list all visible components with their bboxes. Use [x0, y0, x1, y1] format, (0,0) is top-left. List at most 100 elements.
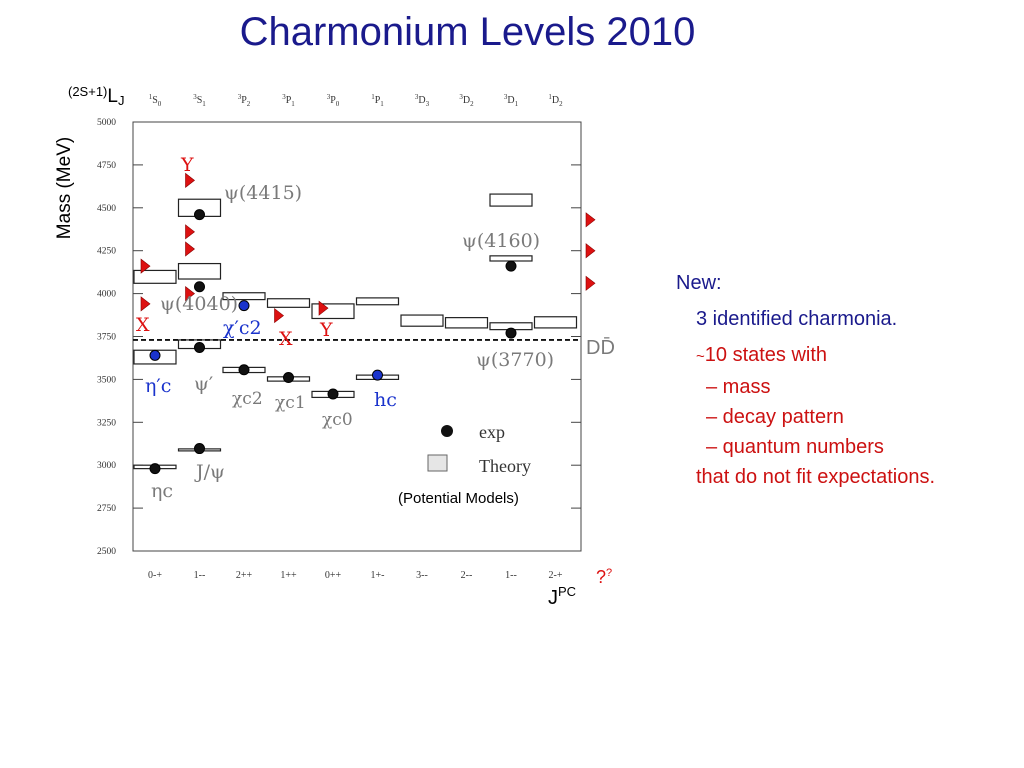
column-jpc-label: 2--: [461, 570, 473, 581]
state-label: ψ(4160): [462, 230, 540, 252]
column-jpc-label: 1+-: [371, 570, 385, 581]
legend-exp-marker: [441, 425, 453, 437]
notes-conclusion: that do not fit expectations.: [696, 466, 936, 488]
notes-item-decay: – decay pattern: [706, 406, 844, 428]
dd-threshold-label: DD̄: [586, 336, 615, 359]
state-label: η′c: [145, 375, 171, 397]
column-header: 3D3: [415, 93, 430, 108]
x-axis-label-main: J: [548, 587, 558, 609]
column-jpc-label: 0++: [325, 570, 342, 581]
exotic-state-marker: [140, 258, 151, 274]
legend-note: (Potential Models): [398, 490, 519, 507]
column-jpc-label: 3--: [416, 570, 428, 581]
column-header-part: 3: [282, 93, 286, 101]
column-header-part: 1: [149, 93, 153, 101]
top-axis-label-main: L: [107, 86, 118, 107]
notes-identified: 3 identified charmonia.: [696, 308, 898, 330]
column-header: 3D1: [504, 93, 519, 108]
exp-point: [505, 327, 517, 339]
column-header-part: 1: [202, 100, 206, 108]
exp-point: [194, 209, 205, 221]
y-tick-label: 4500: [97, 204, 116, 214]
y-tick-label: 3250: [97, 418, 116, 428]
state-label: X: [279, 328, 293, 350]
column-header-part: 2: [247, 100, 251, 108]
state-label: hc: [374, 389, 397, 411]
exotic-state-marker: [585, 243, 596, 259]
exp-point: [149, 463, 161, 475]
x-axis-label-sup: PC: [558, 584, 576, 599]
state-label: χc0: [322, 410, 353, 430]
state-label: X: [136, 314, 150, 336]
state-label: ψ′: [194, 373, 213, 395]
column-jpc-label: 2++: [236, 570, 253, 581]
top-axis-label-prefix: (2S+1): [68, 84, 107, 99]
column-header-part: 3: [415, 93, 419, 101]
x-axis-label: JPC: [548, 584, 576, 609]
theory-box: [533, 316, 578, 329]
exp-point: [505, 260, 517, 272]
column-header: 3D2: [459, 93, 474, 108]
y-tick-label: 2750: [97, 504, 116, 514]
notes-states-prefix: ~: [696, 348, 705, 365]
top-axis-label-sub: J: [118, 93, 125, 108]
column-jpc-label: 0-+: [148, 570, 162, 581]
column-header-part: 1: [515, 100, 519, 108]
y-tick-label: 5000: [97, 118, 116, 128]
state-label: χc2: [232, 389, 263, 409]
column-header: 3S1: [193, 93, 206, 108]
column-jpc-label: 2-+: [549, 570, 563, 581]
theory-box: [266, 298, 311, 308]
exotic-state-marker: [185, 285, 195, 302]
side-notes: New: 3 identified charmonia. ~10 states …: [676, 268, 1016, 492]
legend-theory-marker: [427, 454, 448, 472]
column-header: 3P1: [282, 93, 295, 108]
state-label: Y: [319, 319, 333, 341]
column-header: 1D2: [548, 93, 563, 108]
y-tick-label: 3750: [97, 333, 116, 343]
theory-box: [222, 292, 266, 301]
theory-box: [133, 269, 177, 284]
y-tick-label: 4250: [97, 247, 116, 257]
column-header-part: P: [375, 95, 381, 106]
unknown-jpc-main: ?: [596, 567, 606, 587]
exotic-state-marker: [585, 212, 596, 228]
legend-exp-label: exp: [479, 422, 505, 442]
y-tick-label: 4000: [97, 290, 116, 300]
column-jpc-label: 1--: [505, 570, 517, 581]
column-header-part: 3: [504, 93, 508, 101]
column-header-part: 3: [426, 100, 430, 108]
notes-states: ~10 states with: [676, 340, 1016, 372]
column-header-part: D: [507, 95, 514, 106]
column-header: 1S0: [149, 93, 162, 108]
column-header-part: 1: [291, 100, 295, 108]
exotic-state-marker: [274, 307, 284, 324]
y-axis-label: Mass (MeV): [54, 137, 75, 239]
y-tick-label: 3500: [97, 375, 116, 385]
exp-point: [194, 443, 205, 455]
theory-box: [400, 314, 444, 327]
column-header-part: 3: [327, 93, 331, 101]
unknown-jpc-label: ??: [596, 567, 612, 587]
exotic-state-marker: [318, 300, 329, 316]
column-header-part: D: [552, 95, 559, 106]
top-axis-label: (2S+1)LJ: [68, 84, 124, 108]
column-header-part: 0: [158, 100, 162, 108]
state-label: χ′c2: [223, 317, 262, 339]
state-label: Y: [180, 154, 194, 176]
column-jpc-label: 1--: [194, 570, 206, 581]
new-state-point: [149, 349, 161, 361]
column-header-part: 3: [238, 93, 242, 101]
exp-point: [327, 388, 339, 400]
theory-box: [489, 193, 533, 207]
column-header: 3P2: [238, 93, 251, 108]
column-header-part: 1: [380, 100, 384, 108]
column-header: 3P0: [327, 93, 340, 108]
state-label: ηc: [151, 480, 173, 502]
column-header-part: D: [418, 95, 425, 106]
notes-heading: New:: [676, 272, 722, 294]
exotic-state-marker: [185, 172, 195, 188]
y-tick-label: 4750: [97, 161, 116, 171]
exp-point: [194, 281, 205, 293]
